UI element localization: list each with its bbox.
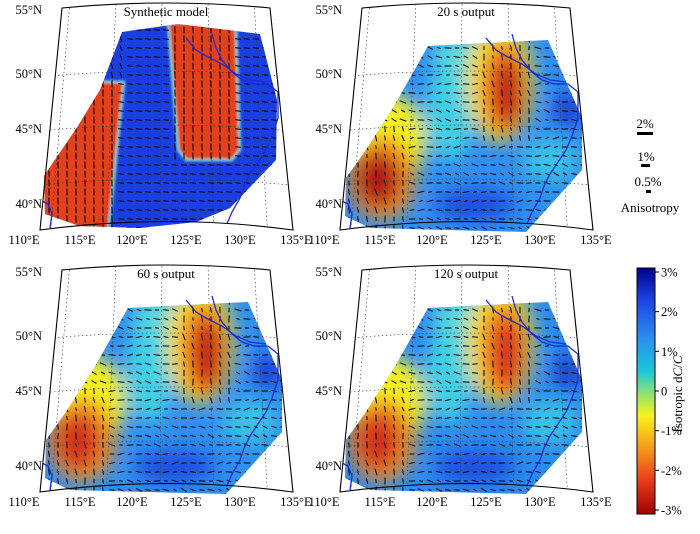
lon-label: 110°E bbox=[309, 495, 340, 509]
colorbar-tick-label: 2% bbox=[661, 305, 678, 319]
lon-label: 120°E bbox=[416, 495, 448, 509]
lat-label: 45°N bbox=[315, 384, 342, 398]
panel-title: 20 s output bbox=[437, 4, 495, 19]
coastline bbox=[40, 33, 279, 229]
lon-label: 130°E bbox=[524, 495, 556, 509]
colorbar-tick-label: -1% bbox=[661, 424, 682, 438]
lon-label: 120°E bbox=[116, 233, 148, 247]
lat-label: 55°N bbox=[15, 265, 42, 279]
colorbar-tick-label: 0 bbox=[661, 385, 667, 399]
anisotropy-legend-title: Anisotropy bbox=[621, 200, 680, 215]
panel-title: 60 s output bbox=[137, 266, 195, 281]
colorbar: 3% 2% 1% 0 -1% -2% -3% Isotropic dC/C bbox=[636, 266, 685, 518]
lat-label: 45°N bbox=[15, 384, 42, 398]
colorbar-tick-label: -3% bbox=[661, 504, 682, 518]
lon-label: 115°E bbox=[65, 495, 96, 509]
colorbar-label: Isotropic dC/C bbox=[670, 355, 685, 432]
lon-label: 130°E bbox=[224, 233, 256, 247]
lon-label: 110°E bbox=[309, 233, 340, 247]
lon-label: 110°E bbox=[9, 233, 40, 247]
coastline bbox=[340, 295, 579, 491]
lat-label: 40°N bbox=[15, 197, 42, 211]
lon-label: 115°E bbox=[65, 233, 96, 247]
lon-label: 135°E bbox=[280, 233, 312, 247]
lon-label: 125°E bbox=[470, 495, 502, 509]
panel-20s-output: 20 s output 55°N 50°N 45°N 40°N 110°E 115°E 120… bbox=[309, 2, 612, 247]
anisotropy-bar-1pct bbox=[641, 164, 650, 167]
colorbar-tick-label: -2% bbox=[661, 464, 682, 478]
lon-label: 135°E bbox=[580, 495, 612, 509]
lat-label: 50°N bbox=[315, 329, 342, 343]
lat-label: 40°N bbox=[15, 459, 42, 473]
lat-label: 55°N bbox=[315, 3, 342, 17]
coastline bbox=[340, 33, 579, 229]
lat-label: 50°N bbox=[315, 67, 342, 81]
panel-60s-output: 60 s output 55°N 50°N 45°N 40°N 110°E 115°E 120… bbox=[9, 264, 312, 509]
lat-label: 50°N bbox=[15, 329, 42, 343]
map-frame bbox=[339, 2, 594, 231]
lon-label: 125°E bbox=[170, 233, 202, 247]
lon-label: 125°E bbox=[170, 495, 202, 509]
colorbar-tick-label: 1% bbox=[661, 345, 678, 359]
coastline bbox=[40, 295, 279, 491]
lon-label: 130°E bbox=[524, 233, 556, 247]
panel-synthetic-model: Synthetic model 55°N 50°N 45°N 40°N 110°E 115°… bbox=[9, 2, 312, 247]
lat-label: 40°N bbox=[315, 459, 342, 473]
lon-label: 120°E bbox=[416, 233, 448, 247]
anisotropy-legend-2pct: 2% bbox=[636, 116, 654, 131]
anisotropy-legend-1pct: 1% bbox=[637, 149, 655, 164]
panel-title: 120 s output bbox=[434, 266, 499, 281]
map-frame bbox=[39, 264, 294, 493]
colorbar-tick-label: 3% bbox=[661, 266, 678, 280]
lat-label: 45°N bbox=[315, 122, 342, 136]
lat-label: 40°N bbox=[315, 197, 342, 211]
lon-label: 110°E bbox=[9, 495, 40, 509]
anisotropy-legend: 2% 1% 0.5% Anisotropy bbox=[621, 116, 680, 215]
lat-label: 45°N bbox=[15, 122, 42, 136]
lon-label: 115°E bbox=[365, 233, 396, 247]
colorbar-gradient bbox=[636, 267, 656, 515]
map-frame bbox=[39, 2, 294, 231]
anisotropy-legend-05pct: 0.5% bbox=[634, 174, 661, 189]
lon-label: 125°E bbox=[470, 233, 502, 247]
lat-label: 55°N bbox=[15, 3, 42, 17]
lon-label: 115°E bbox=[365, 495, 396, 509]
lon-label: 130°E bbox=[224, 495, 256, 509]
lat-label: 55°N bbox=[315, 265, 342, 279]
panel-title: Synthetic model bbox=[124, 4, 209, 19]
lon-label: 120°E bbox=[116, 495, 148, 509]
anisotropy-bar-2pct bbox=[637, 132, 653, 135]
lat-label: 50°N bbox=[15, 67, 42, 81]
panel-120s-output: 120 s output 55°N 50°N 45°N 40°N 110°E 115°E 12… bbox=[309, 264, 612, 509]
map-frame bbox=[339, 264, 594, 493]
lon-label: 135°E bbox=[280, 495, 312, 509]
lon-label: 135°E bbox=[580, 233, 612, 247]
anisotropy-bar-05pct bbox=[646, 190, 651, 193]
